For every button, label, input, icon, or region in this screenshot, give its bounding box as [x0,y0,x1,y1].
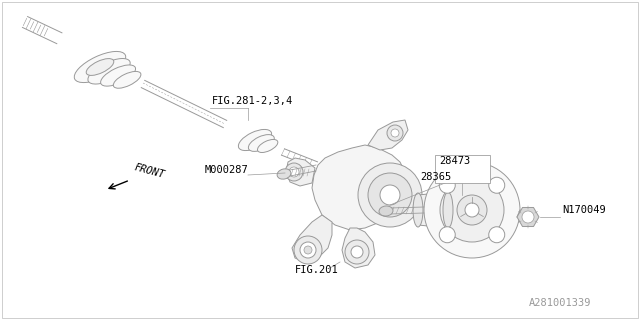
Circle shape [440,178,504,242]
Circle shape [300,242,316,258]
Text: M000287: M000287 [205,165,249,175]
Ellipse shape [248,135,275,151]
Polygon shape [517,207,539,227]
Text: FIG.281-2,3,4: FIG.281-2,3,4 [212,96,293,106]
Ellipse shape [74,52,125,83]
Polygon shape [368,120,408,150]
Ellipse shape [86,59,114,76]
Circle shape [345,240,369,264]
Polygon shape [418,192,448,228]
Text: 28365: 28365 [420,172,451,182]
Circle shape [489,227,505,243]
Ellipse shape [443,192,453,228]
Circle shape [289,167,299,177]
Polygon shape [342,228,375,268]
Text: N170049: N170049 [562,205,605,215]
Circle shape [358,163,422,227]
Text: A281001339: A281001339 [529,298,591,308]
Circle shape [368,173,412,217]
Ellipse shape [379,206,393,216]
Text: 28473: 28473 [439,156,470,166]
Circle shape [294,236,322,264]
Ellipse shape [257,140,278,153]
Circle shape [439,177,455,193]
Ellipse shape [113,71,141,88]
Circle shape [439,227,455,243]
Polygon shape [286,158,315,186]
Circle shape [285,163,303,181]
Circle shape [387,125,403,141]
Polygon shape [312,145,408,230]
Ellipse shape [277,169,291,179]
Ellipse shape [413,193,423,227]
Ellipse shape [100,65,136,86]
Bar [435,155,490,183]
Ellipse shape [238,130,271,150]
Polygon shape [292,215,332,262]
Circle shape [522,211,534,223]
Circle shape [304,246,312,254]
Text: FIG.201: FIG.201 [295,265,339,275]
Circle shape [380,185,400,205]
Circle shape [424,162,520,258]
Circle shape [489,177,505,193]
Circle shape [457,195,487,225]
Ellipse shape [88,59,130,84]
Circle shape [351,246,363,258]
Circle shape [391,129,399,137]
Circle shape [465,203,479,217]
Text: FRONT: FRONT [133,162,166,180]
